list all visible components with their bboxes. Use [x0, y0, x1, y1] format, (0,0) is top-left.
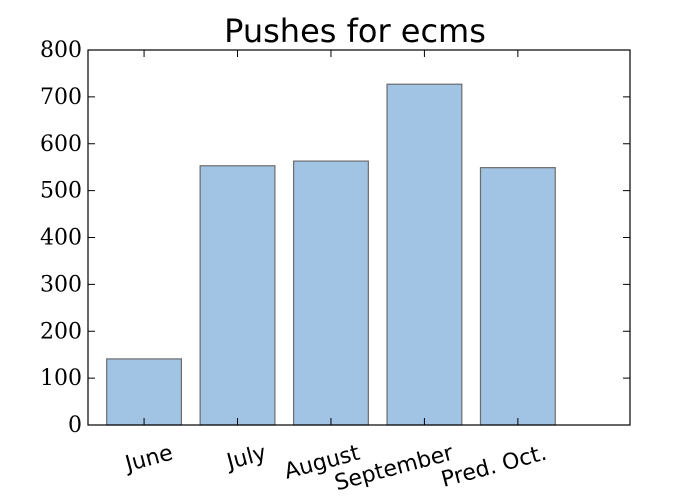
- y-tick-label: 0: [68, 413, 82, 438]
- plot-frame: [87, 49, 631, 426]
- y-tick-label: 200: [40, 319, 82, 344]
- y-tick-label: 800: [40, 38, 82, 63]
- x-tick-label: Pred. Oct.: [439, 441, 550, 493]
- bar-september: [386, 83, 463, 426]
- y-tick-label: 700: [40, 85, 82, 110]
- y-tick-label: 600: [40, 132, 82, 157]
- chart-title: Pushes for ecms: [224, 12, 486, 50]
- y-tick-label: 500: [40, 179, 82, 204]
- y-tick-label: 100: [40, 366, 82, 391]
- x-tick-label: July: [222, 441, 269, 476]
- y-tick-label: 400: [40, 226, 82, 251]
- bar-pred-oct: [479, 167, 556, 426]
- y-tick-labels: 0 100 200 300 400 500 600 700 800: [40, 38, 82, 438]
- x-tick-label: June: [121, 441, 176, 478]
- bar-june: [106, 358, 183, 426]
- bars-layer: [106, 83, 556, 426]
- bar-august: [292, 160, 369, 426]
- y-tick-label: 300: [40, 272, 82, 297]
- bar-july: [199, 165, 276, 426]
